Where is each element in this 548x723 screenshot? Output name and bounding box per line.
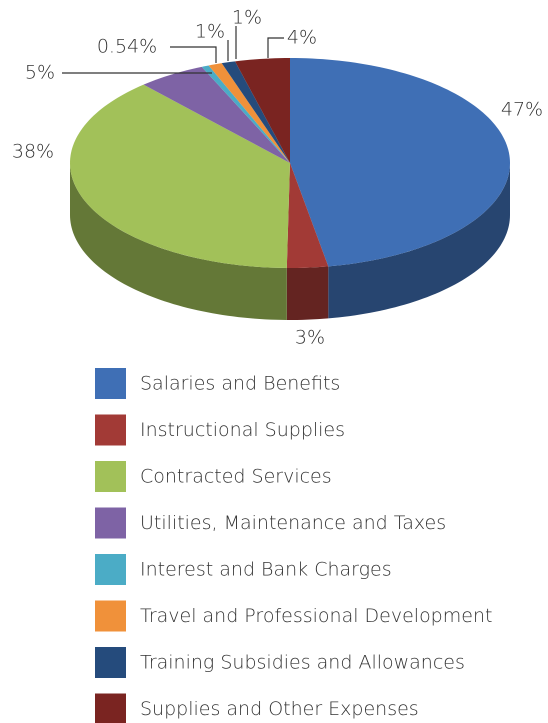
pie-side	[70, 163, 287, 320]
pie-side	[328, 163, 510, 319]
legend-label: Salaries and Benefits	[140, 373, 340, 395]
legend-label: Interest and Bank Charges	[140, 559, 392, 581]
data-label: 1%	[232, 7, 262, 29]
pie-slice	[70, 84, 290, 268]
legend-swatch	[95, 554, 126, 585]
legend-label: Utilities, Maintenance and Taxes	[140, 512, 446, 534]
leader-line	[267, 37, 284, 58]
legend-swatch	[95, 368, 126, 399]
legend-swatch	[95, 647, 126, 678]
data-label: 4%	[287, 27, 317, 49]
legend-swatch	[95, 461, 126, 492]
pie-slice	[143, 66, 290, 163]
legend-swatch	[95, 693, 126, 723]
data-label: 47%	[501, 99, 543, 121]
legend-label: Supplies and Other Expenses	[140, 698, 419, 720]
legend-swatch	[95, 414, 126, 446]
legend-label: Training Subsidies and Allowances	[140, 652, 465, 674]
legend-swatch	[95, 507, 126, 539]
data-label: 5%	[25, 62, 55, 84]
data-label: 38%	[12, 141, 54, 163]
pie-slice	[235, 58, 290, 163]
leader-line	[170, 46, 217, 63]
legend-swatch	[95, 600, 126, 632]
pie-slice	[286, 163, 329, 268]
legend-label: Travel and Professional Development	[140, 605, 492, 627]
data-label: 0.54%	[97, 36, 157, 58]
data-label: 3%	[295, 327, 325, 349]
data-label: 1%	[195, 21, 225, 43]
pie-slice	[208, 63, 290, 163]
pie-side	[286, 266, 329, 320]
pie-slice	[290, 58, 510, 267]
legend-label: Instructional Supplies	[140, 419, 345, 441]
pie-slice	[201, 65, 290, 163]
legend-label: Contracted Services	[140, 466, 332, 488]
pie-slice	[221, 61, 290, 164]
